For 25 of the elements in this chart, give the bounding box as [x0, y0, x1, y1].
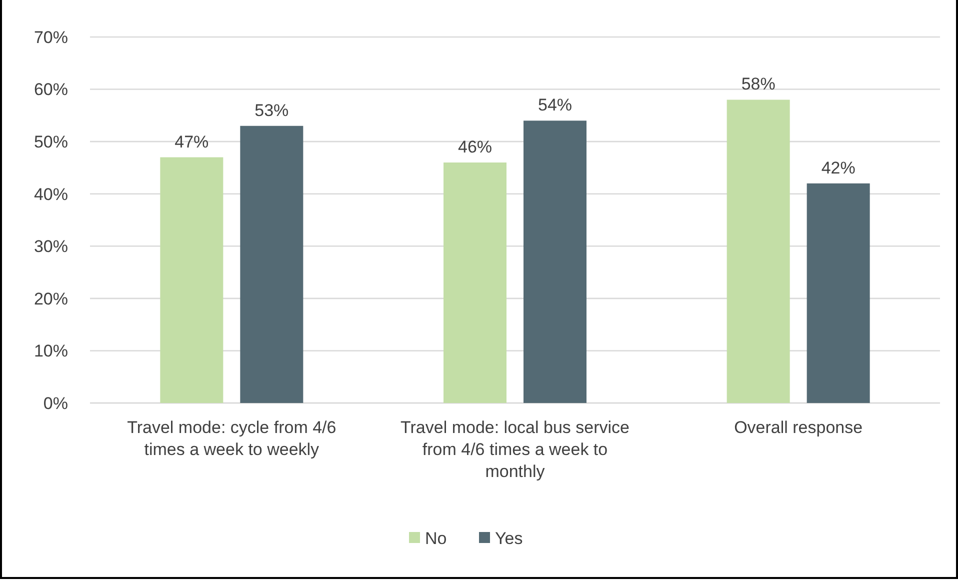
bar — [444, 162, 506, 403]
data-label: 46% — [458, 137, 492, 156]
bar — [524, 120, 586, 403]
y-tick-label: 60% — [34, 80, 68, 100]
y-tick-label: 30% — [34, 237, 68, 256]
bar — [160, 157, 224, 403]
data-label: 42% — [821, 158, 856, 178]
bar — [726, 100, 790, 403]
y-tick-label: 70% — [34, 28, 68, 47]
data-label: 53% — [254, 100, 289, 120]
data-label: 54% — [538, 96, 572, 115]
y-tick-label: 0% — [43, 394, 68, 413]
y-tick-label: 20% — [34, 289, 68, 308]
data-label: 58% — [741, 74, 776, 94]
legend-label: Yes — [495, 528, 523, 548]
y-tick-label: 10% — [34, 342, 68, 361]
legend-label: No — [425, 528, 447, 548]
data-label: 47% — [174, 132, 209, 152]
x-tick-label: Overall response — [734, 418, 863, 437]
bar — [806, 183, 870, 403]
y-tick-label: 50% — [34, 132, 68, 152]
bar — [240, 126, 304, 403]
x-tick-label: Travel mode: local bus service from 4/6 times a week to monthly — [400, 418, 630, 481]
y-tick-label: 40% — [34, 184, 68, 204]
x-tick-label: Travel mode: cycle from 4/6 times a week to weekly — [127, 418, 336, 459]
